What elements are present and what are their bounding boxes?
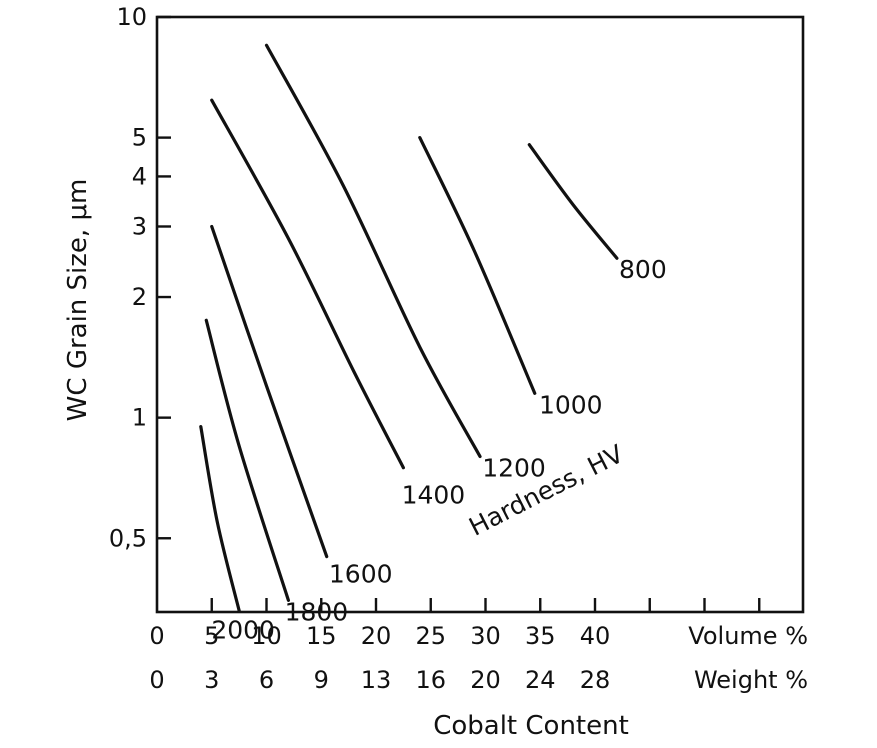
weight-unit-label: Weight % — [694, 666, 808, 694]
curve-hv-800 — [527, 143, 619, 260]
hardness-curves — [199, 43, 619, 613]
x-volume-label-0: 0 — [149, 622, 164, 650]
x-axis-ticks: 0 5 10 15 20 25 30 35 40 0 3 6 9 13 16 20 24 28 — [149, 598, 761, 694]
x-weight-label-2: 6 — [259, 666, 274, 694]
curve-label-hv-1800: 1800 — [285, 597, 349, 626]
x-weight-label-3: 9 — [314, 666, 329, 694]
y-tick-label-1: 5 — [132, 124, 147, 152]
y-tick-label-4: 2 — [132, 283, 147, 311]
x-volume-label-6: 30 — [470, 622, 501, 650]
x-weight-label-8: 28 — [580, 666, 611, 694]
x-weight-label-6: 20 — [470, 666, 501, 694]
y-tick-label-2: 4 — [132, 162, 147, 190]
y-tick-label-6: 0,5 — [109, 524, 147, 552]
curve-label-hv-1400: 1400 — [402, 481, 466, 510]
x-volume-label-3: 15 — [306, 622, 337, 650]
curve-hv-1400 — [210, 98, 405, 470]
x-weight-label-7: 24 — [525, 666, 556, 694]
curve-label-hv-800: 800 — [619, 255, 667, 284]
curve-label-hv-1600: 1600 — [329, 560, 393, 589]
curve-hv-1800 — [204, 318, 290, 602]
y-tick-label-3: 3 — [132, 212, 147, 240]
x-volume-label-8: 40 — [580, 622, 611, 650]
curve-hv-1200 — [264, 43, 482, 459]
x-weight-label-1: 3 — [204, 666, 219, 694]
curve-hv-1000 — [418, 136, 537, 395]
curve-label-hv-1200: 1200 — [482, 453, 546, 482]
y-axis-ticks: 10 5 4 3 2 1 0,5 — [109, 3, 171, 552]
x-volume-label-4: 20 — [361, 622, 392, 650]
x-volume-label-2: 10 — [251, 622, 282, 650]
curve-labels: 2000 1800 1600 1400 1200 1000 800 — [211, 255, 666, 644]
x-volume-label-5: 25 — [415, 622, 446, 650]
x-weight-label-4: 13 — [361, 666, 392, 694]
volume-unit-label: Volume % — [688, 622, 808, 650]
x-axis-label: Cobalt Content — [433, 711, 629, 741]
y-tick-label-0: 10 — [116, 3, 147, 31]
x-weight-label-0: 0 — [149, 666, 164, 694]
x-weight-label-5: 16 — [415, 666, 446, 694]
plot-frame — [155, 15, 805, 614]
curve-label-hv-1000: 1000 — [539, 390, 603, 419]
x-volume-label-7: 35 — [525, 622, 556, 650]
curve-hv-1600 — [210, 224, 329, 559]
x-volume-label-1: 5 — [204, 622, 219, 650]
curve-label-hv-2000: 2000 — [211, 616, 275, 645]
y-tick-label-5: 1 — [132, 404, 147, 432]
y-axis-label: WC Grain Size, μm — [63, 179, 93, 422]
curve-hv-2000 — [199, 424, 241, 613]
